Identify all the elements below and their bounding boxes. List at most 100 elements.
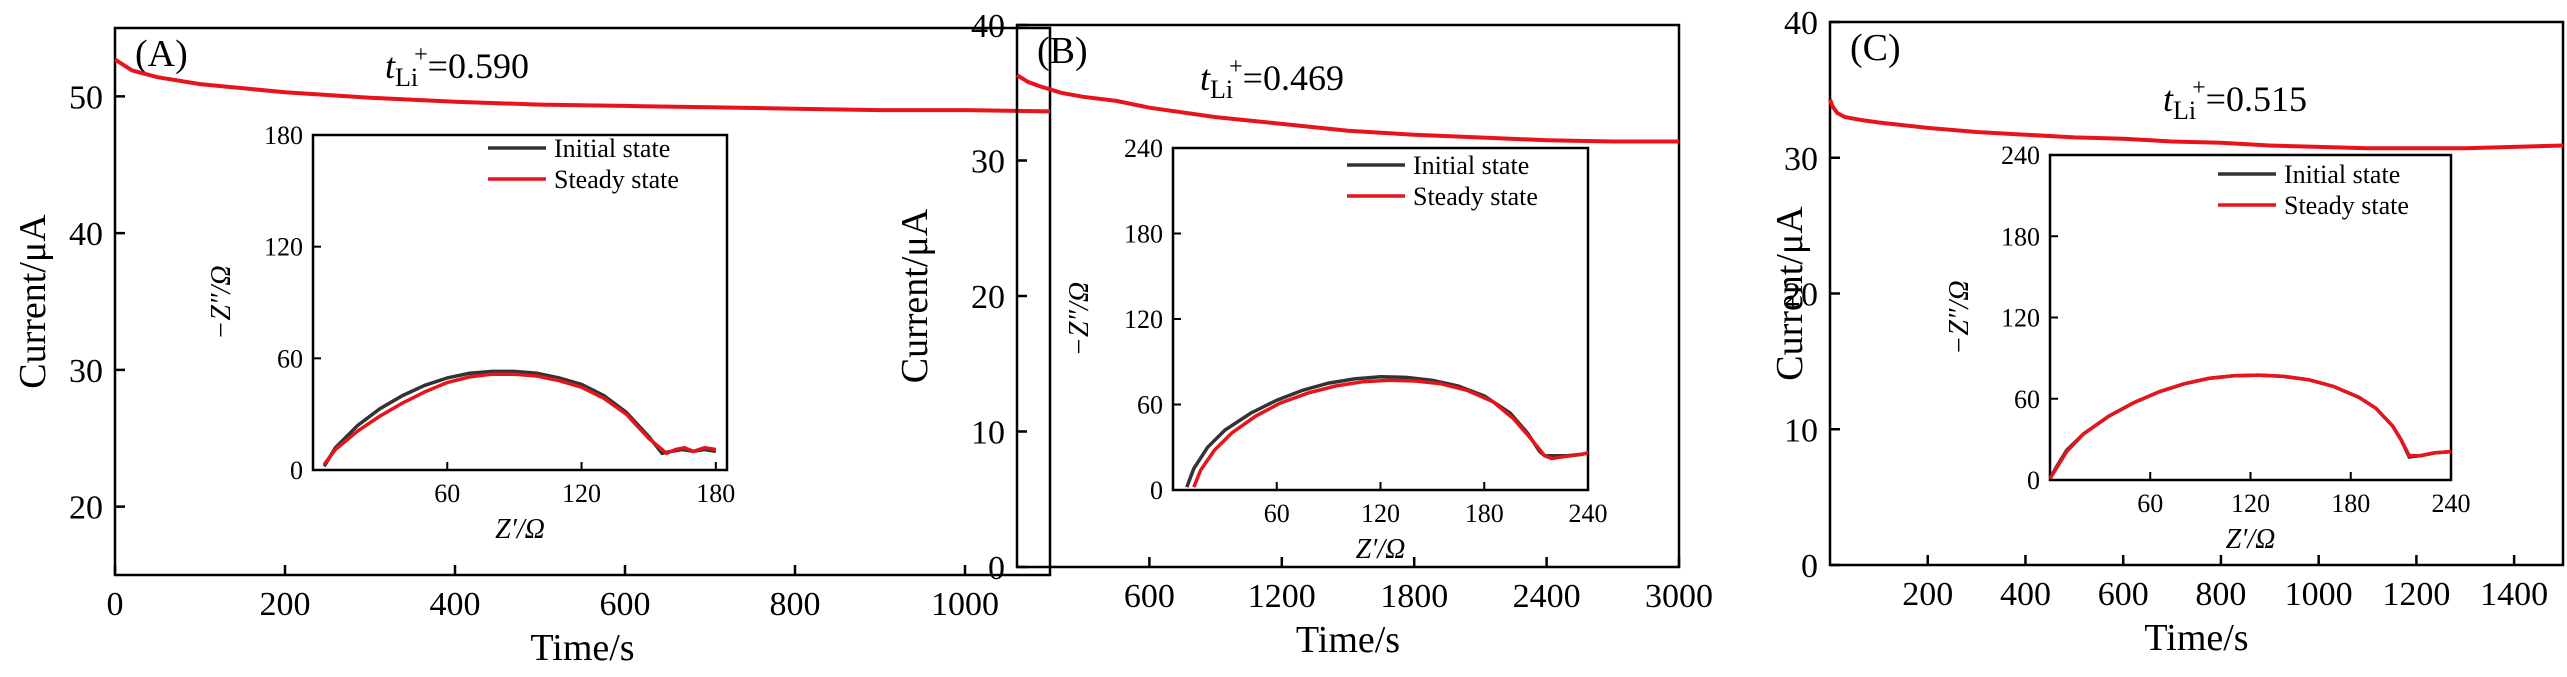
inset-y-tick-label: 180 bbox=[2001, 222, 2040, 251]
inset-series-steady bbox=[2048, 373, 2452, 480]
panel-label: (B) bbox=[1037, 30, 1088, 72]
ann-t: t bbox=[385, 46, 396, 86]
inset-x-axis-label: Z′/Ω bbox=[1356, 534, 1406, 565]
transference-number-label: tLi+=0.515 bbox=[2163, 75, 2307, 125]
x-axis-label: Time/s bbox=[1296, 619, 1400, 661]
y-tick-label: 30 bbox=[971, 144, 1005, 181]
inset-y-tick-label: 240 bbox=[2001, 141, 2040, 170]
x-tick-label: 1000 bbox=[931, 586, 999, 623]
inset-eis-plot: 60 120 180 240 0 60 120 180 240 Z′/Ω −Z″/Ω Initial … bbox=[1064, 134, 1608, 565]
ann-sub: Li bbox=[2173, 96, 2196, 125]
x-tick-label: 200 bbox=[1902, 576, 1953, 613]
inset-eis-plot: 60 120 180 240 0 60 120 180 240 Z′/Ω −Z″/Ω Initial … bbox=[1944, 141, 2471, 555]
x-tick-label: 400 bbox=[2000, 576, 2051, 613]
inset-y-tick-label: 180 bbox=[1124, 220, 1163, 249]
inset-x-tick-label: 120 bbox=[2231, 489, 2270, 518]
x-tick-label: 1800 bbox=[1380, 578, 1448, 615]
legend-entry: Steady state bbox=[2284, 191, 2409, 220]
inset-x-tick-label: 180 bbox=[2331, 489, 2370, 518]
panel-label: (C) bbox=[1850, 27, 1901, 69]
x-tick-label: 600 bbox=[1124, 578, 1175, 615]
inset-x-tick-label: 60 bbox=[1264, 499, 1290, 528]
inset-y-tick-label: 120 bbox=[264, 233, 303, 262]
inset-y-axis-label: −Z″/Ω bbox=[206, 265, 237, 339]
ann-value: =0.590 bbox=[428, 46, 529, 86]
inset-y-axis-label: −Z″/Ω bbox=[1944, 280, 1975, 354]
x-tick-label: 800 bbox=[770, 586, 821, 623]
inset-y-axis-label: −Z″/Ω bbox=[1064, 282, 1095, 356]
inset-x-tick-label: 240 bbox=[1569, 499, 1608, 528]
transference-number-label: tLi+=0.469 bbox=[1200, 54, 1344, 104]
ann-value: =0.515 bbox=[2206, 79, 2307, 119]
legend-entry: Initial state bbox=[2284, 160, 2400, 189]
inset-y-tick-label: 0 bbox=[290, 456, 303, 485]
inset-x-tick-label: 180 bbox=[1465, 499, 1504, 528]
legend-entry: Initial state bbox=[1413, 151, 1529, 180]
ann-sup: + bbox=[414, 42, 428, 68]
y-axis-label: Current/μA bbox=[1769, 206, 1811, 381]
inset-y-tick-label: 120 bbox=[1124, 305, 1163, 334]
x-tick-label: 600 bbox=[2098, 576, 2149, 613]
inset-x-tick-label: 120 bbox=[1361, 499, 1400, 528]
x-tick-label: 1000 bbox=[2285, 576, 2353, 613]
y-tick-label: 40 bbox=[971, 8, 1005, 45]
inset-x-tick-label: 240 bbox=[2432, 489, 2471, 518]
y-tick-label: 10 bbox=[971, 415, 1005, 452]
current-series-line bbox=[1015, 73, 1679, 144]
x-tick-label: 3000 bbox=[1645, 578, 1713, 615]
inset-y-tick-label: 180 bbox=[264, 121, 303, 150]
y-tick-label: 10 bbox=[1784, 412, 1818, 449]
y-axis-label: Current/μA bbox=[12, 214, 54, 389]
y-tick-label: 30 bbox=[69, 353, 103, 390]
x-axis-label: Time/s bbox=[2144, 617, 2248, 659]
inset-series-steady bbox=[1192, 378, 1589, 488]
inset-x-tick-label: 60 bbox=[2137, 489, 2163, 518]
inset-eis-plot: 60 120 180 0 60 120 180 Z′/Ω −Z″/Ω Initial stateS… bbox=[206, 121, 735, 545]
y-tick-label: 30 bbox=[1784, 141, 1818, 178]
inset-x-tick-label: 60 bbox=[434, 479, 460, 508]
inset-y-tick-label: 60 bbox=[2014, 385, 2040, 414]
x-tick-label: 1200 bbox=[1248, 578, 1316, 615]
legend-entry: Steady state bbox=[554, 165, 679, 194]
y-tick-label: 20 bbox=[69, 490, 103, 527]
legend-entry: Initial state bbox=[554, 134, 670, 163]
x-tick-label: 2400 bbox=[1513, 578, 1581, 615]
x-tick-label: 1400 bbox=[2480, 576, 2548, 613]
y-axis-label: Current/μA bbox=[894, 208, 936, 383]
current-series-line bbox=[113, 57, 1051, 114]
inset-x-tick-label: 180 bbox=[696, 479, 735, 508]
ann-t: t bbox=[2163, 79, 2174, 119]
x-axis-label: Time/s bbox=[530, 627, 634, 669]
y-tick-label: 20 bbox=[971, 279, 1005, 316]
x-tick-label: 400 bbox=[430, 586, 481, 623]
inset-y-tick-label: 60 bbox=[277, 344, 303, 373]
inset-y-tick-label: 0 bbox=[2027, 466, 2040, 495]
ann-sup: + bbox=[2192, 75, 2206, 101]
x-tick-label: 200 bbox=[260, 586, 311, 623]
panel-label: (A) bbox=[135, 33, 188, 75]
inset-y-tick-label: 0 bbox=[1150, 476, 1163, 505]
ann-sup: + bbox=[1229, 54, 1243, 80]
y-tick-label: 40 bbox=[69, 216, 103, 253]
x-tick-label: 600 bbox=[600, 586, 651, 623]
x-tick-label: 0 bbox=[107, 586, 124, 623]
panel-c: 200 400 600 800 1000 1200 1400 0 10 20 30 40 Time/s C… bbox=[1769, 5, 2565, 659]
inset-y-tick-label: 60 bbox=[1137, 391, 1163, 420]
y-tick-label: 40 bbox=[1784, 5, 1818, 42]
current-series-line bbox=[1828, 98, 2564, 151]
panel-a: 0 200 400 600 800 100020304050Time/sCurrent/μ… bbox=[12, 26, 1052, 669]
inset-y-tick-label: 120 bbox=[2001, 304, 2040, 333]
ann-value: =0.469 bbox=[1243, 58, 1344, 98]
ann-t: t bbox=[1200, 58, 1211, 98]
x-tick-label: 1200 bbox=[2382, 576, 2450, 613]
legend-entry: Steady state bbox=[1413, 182, 1538, 211]
plot-frame bbox=[113, 26, 1052, 577]
inset-x-tick-label: 120 bbox=[562, 479, 601, 508]
y-tick-label: 20 bbox=[1784, 277, 1818, 314]
inset-x-axis-label: Z′/Ω bbox=[495, 514, 545, 545]
inset-frame bbox=[2048, 153, 2453, 482]
ann-sub: Li bbox=[395, 63, 418, 92]
inset-frame bbox=[1171, 146, 1590, 492]
inset-y-tick-label: 240 bbox=[1124, 134, 1163, 163]
x-tick-label: 800 bbox=[2195, 576, 2246, 613]
